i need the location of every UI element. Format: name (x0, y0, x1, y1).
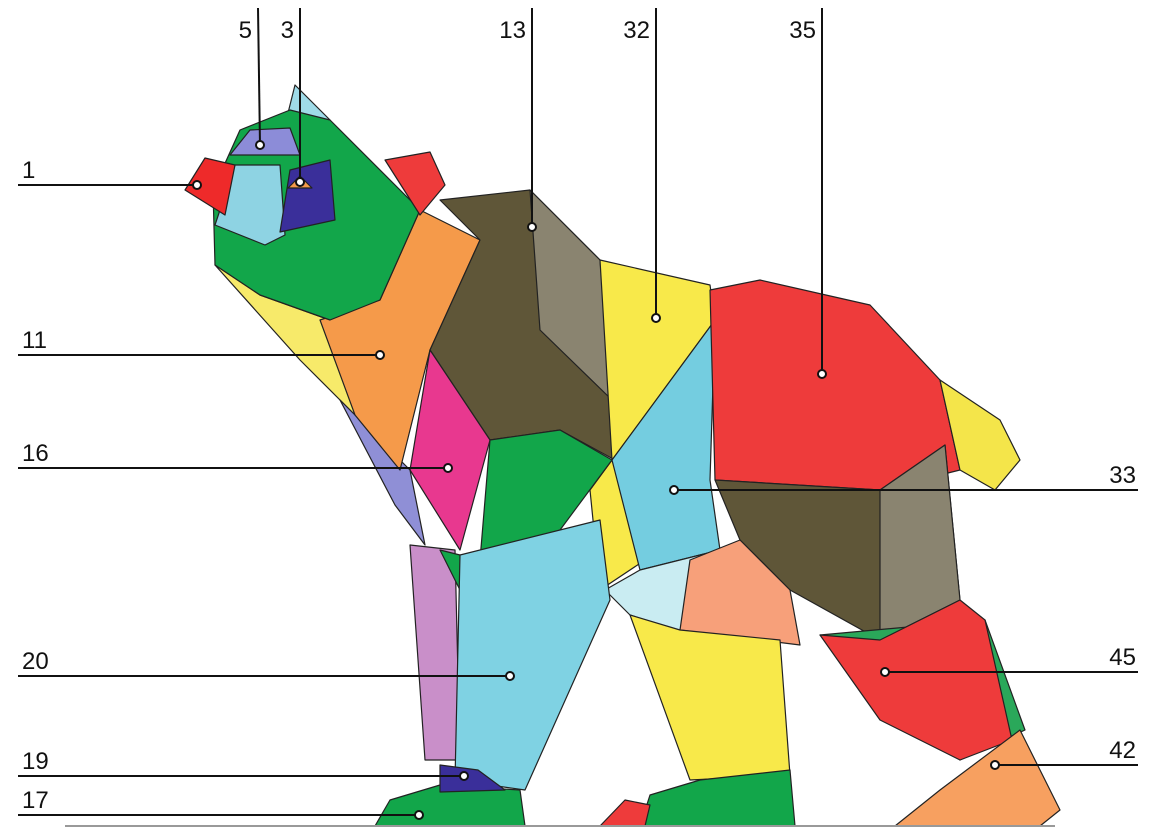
callout-dot (670, 486, 678, 494)
callout-label: 32 (623, 17, 650, 44)
callout-label: 33 (1109, 462, 1136, 489)
callout-dot (991, 761, 999, 769)
callout-label: 35 (789, 17, 816, 44)
polygon (630, 615, 790, 780)
callout-dot (460, 772, 468, 780)
polygon (455, 520, 610, 790)
polygon (820, 600, 1012, 760)
callout-label: 16 (22, 440, 49, 467)
polygon (710, 280, 960, 490)
bear-model (185, 85, 1060, 826)
callout-dot (296, 178, 304, 186)
callout-label: 3 (281, 17, 294, 44)
callout-label: 1 (22, 157, 35, 184)
callout-label: 17 (22, 787, 49, 814)
callout-dot (881, 668, 889, 676)
callout-dot (376, 351, 384, 359)
callout-dot (818, 370, 826, 378)
callout-dot (193, 181, 201, 189)
polygon (640, 770, 795, 826)
callout-dot (256, 141, 264, 149)
callout-label: 5 (239, 17, 252, 44)
polygon (940, 380, 1020, 490)
polygon (410, 545, 460, 760)
callout-label: 19 (22, 748, 49, 775)
callout-dot (528, 223, 536, 231)
callout-dot (415, 811, 423, 819)
callout-dot (444, 464, 452, 472)
callout-label: 42 (1109, 737, 1136, 764)
polygon (600, 800, 650, 826)
callout-label: 20 (22, 648, 49, 675)
callout-dot (506, 672, 514, 680)
callout-label: 13 (499, 17, 526, 44)
callout-label: 45 (1109, 644, 1136, 671)
callout-label: 11 (22, 327, 47, 354)
bear-diagram: 5 3 13 32 35 1 11 16 20 19 17 (0, 0, 1159, 828)
callout-dot (652, 314, 660, 322)
page: {"callouts": [ {"label": "5"}, {"label":… (0, 0, 1159, 828)
